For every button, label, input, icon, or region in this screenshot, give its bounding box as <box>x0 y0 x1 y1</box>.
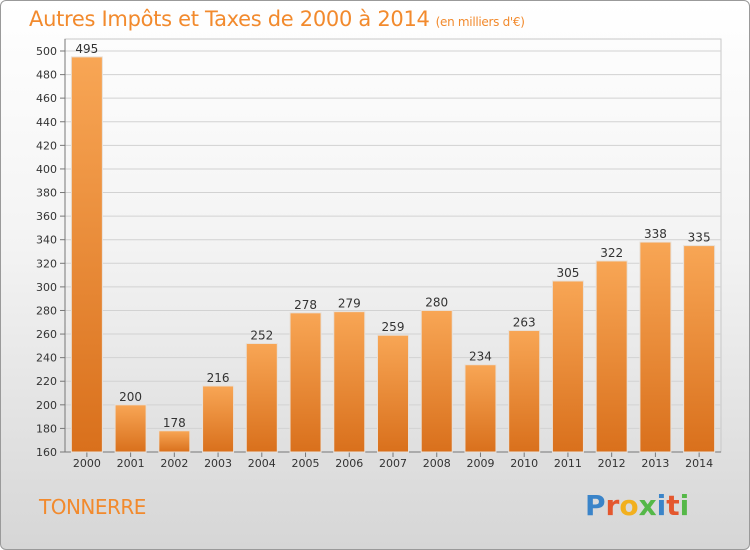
bar-2010 <box>508 330 541 453</box>
bar-2011 <box>551 280 584 453</box>
bar-2007 <box>377 334 409 453</box>
y-tick-label: 160 <box>36 446 57 459</box>
bar-value-label: 279 <box>338 297 361 311</box>
x-tick-label: 2014 <box>685 457 713 470</box>
logo-letter: i <box>679 489 690 522</box>
bar-2014 <box>683 245 716 453</box>
x-tick-label: 2011 <box>554 457 582 470</box>
x-tick-label: 2002 <box>160 457 188 470</box>
bar-value-label: 178 <box>163 416 186 430</box>
proxiti-logo: Proxiti <box>585 489 689 522</box>
bar-2000 <box>70 56 103 453</box>
y-tick-label: 380 <box>36 187 57 200</box>
x-tick-label: 2010 <box>510 457 538 470</box>
axis-layer: 160 180 200 220 240 260 280 300 320 340 360 380 400 4… <box>36 39 721 470</box>
logo-letter: r <box>605 489 620 522</box>
y-tick-label: 420 <box>36 139 57 152</box>
chart-subtitle: (en milliers d'€) <box>435 15 525 29</box>
bar-value-label: 495 <box>75 42 98 56</box>
x-tick-label: 2005 <box>292 457 320 470</box>
x-tick-label: 2008 <box>423 457 451 470</box>
x-tick-label: 2012 <box>598 457 626 470</box>
y-tick-label: 180 <box>36 422 57 435</box>
bar-2001 <box>114 404 147 453</box>
chart-title-text: Autres Impôts et Taxes de 2000 à 2014 <box>29 7 430 31</box>
chart-title: Autres Impôts et Taxes de 2000 à 2014 (en… <box>29 7 525 31</box>
y-tick-label: 240 <box>36 352 57 365</box>
y-tick-label: 320 <box>36 257 57 270</box>
y-tick-label: 500 <box>36 45 57 58</box>
bar-value-label: 200 <box>119 390 142 404</box>
bar-value-label: 234 <box>469 350 492 364</box>
x-tick-label: 2007 <box>379 457 407 470</box>
y-tick-label: 480 <box>36 69 57 82</box>
bar-2006 <box>333 311 366 453</box>
bar-2003 <box>202 385 235 453</box>
x-tick-label: 2001 <box>117 457 145 470</box>
bar-2004 <box>245 342 278 453</box>
y-tick-label: 460 <box>36 92 57 105</box>
bar-value-label: 263 <box>513 316 536 330</box>
bar-2005 <box>289 312 322 453</box>
x-tick-label: 2006 <box>335 457 363 470</box>
bar-value-label: 280 <box>425 295 448 309</box>
x-tick-label: 2013 <box>641 457 669 470</box>
y-tick-label: 340 <box>36 234 57 247</box>
logo-letter: i <box>656 489 667 522</box>
y-tick-label: 220 <box>36 375 57 388</box>
bar-2013 <box>639 241 672 453</box>
bar-layer: 495 200 178 216 252 278 279 259 280 234 263 305 322 3… <box>70 42 716 453</box>
bar-value-label: 278 <box>294 298 317 312</box>
y-tick-label: 300 <box>36 281 57 294</box>
bar-2009 <box>464 364 497 453</box>
y-tick-label: 360 <box>36 210 57 223</box>
y-tick-label: 260 <box>36 328 57 341</box>
bar-value-label: 216 <box>207 371 230 385</box>
x-tick-label: 2004 <box>248 457 276 470</box>
bar-value-label: 322 <box>600 246 623 260</box>
x-tick-label: 2003 <box>204 457 232 470</box>
bar-value-label: 259 <box>382 320 405 334</box>
bar-value-label: 335 <box>688 231 711 245</box>
logo-letter: t <box>666 489 680 522</box>
y-tick-label: 440 <box>36 116 57 129</box>
bar-2012 <box>595 260 628 453</box>
logo-letter: x <box>638 489 657 522</box>
bar-value-label: 338 <box>644 227 667 241</box>
bar-value-label: 252 <box>250 328 273 342</box>
commune-name: TONNERRE <box>39 495 146 519</box>
x-tick-label: 2000 <box>73 457 101 470</box>
y-tick-label: 280 <box>36 304 57 317</box>
x-tick-label: 2009 <box>466 457 494 470</box>
logo-letter: P <box>585 489 606 522</box>
bar-2002 <box>158 430 191 453</box>
bar-2008 <box>420 309 453 453</box>
bar-value-label: 305 <box>556 266 579 280</box>
y-tick-label: 200 <box>36 399 57 412</box>
logo-letter: o <box>619 489 639 522</box>
y-tick-label: 400 <box>36 163 57 176</box>
